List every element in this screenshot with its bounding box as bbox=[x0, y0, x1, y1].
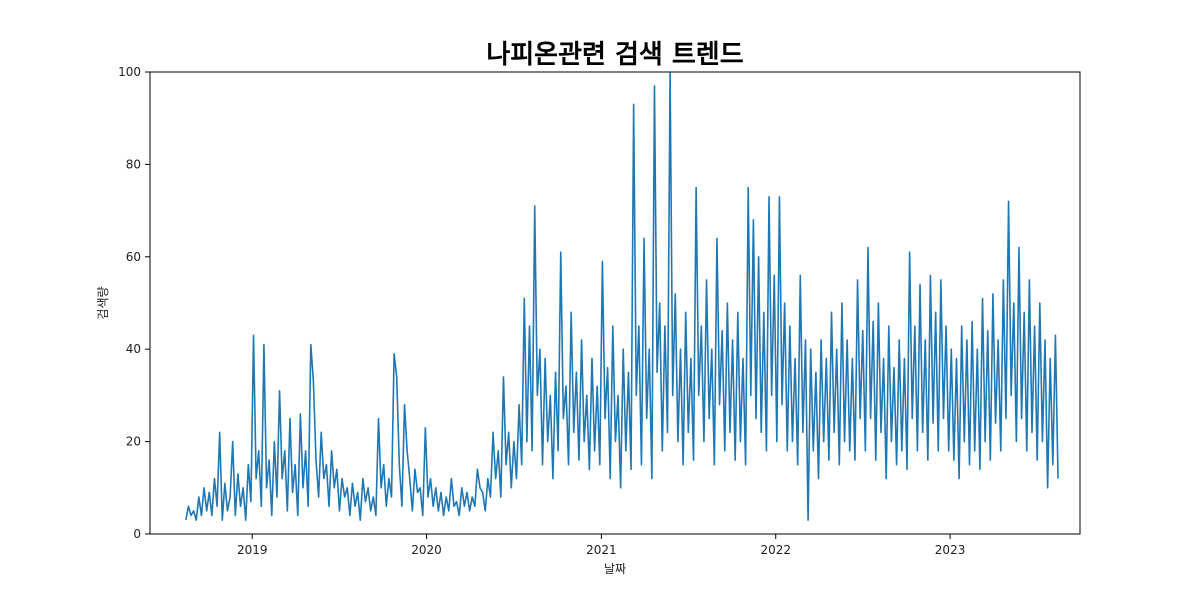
y-tick-label: 40 bbox=[126, 342, 141, 356]
x-axis: 2019 2020 2021 2022 2023 bbox=[237, 534, 965, 557]
y-tick-label: 60 bbox=[126, 250, 141, 264]
plot-frame bbox=[149, 71, 1081, 535]
y-tick-label: 100 bbox=[118, 65, 141, 79]
x-tick-label: 2022 bbox=[760, 543, 791, 557]
y-axis-label: 검색량 bbox=[96, 286, 110, 319]
x-tick-label: 2021 bbox=[586, 543, 617, 557]
y-tick-label: 20 bbox=[126, 435, 141, 449]
chart-title: 나피온관련 검색 트렌드 bbox=[486, 40, 743, 70]
x-tick-label: 2020 bbox=[411, 543, 442, 557]
x-tick-label: 2019 bbox=[237, 543, 268, 557]
x-axis-label: 날짜 bbox=[604, 562, 626, 576]
y-tick-label: 0 bbox=[133, 527, 141, 541]
series-line bbox=[185, 71, 1059, 521]
x-tick-label: 2023 bbox=[935, 543, 966, 557]
y-tick-label: 80 bbox=[126, 157, 141, 171]
y-axis: 0 20 40 60 80 100 bbox=[118, 65, 150, 541]
